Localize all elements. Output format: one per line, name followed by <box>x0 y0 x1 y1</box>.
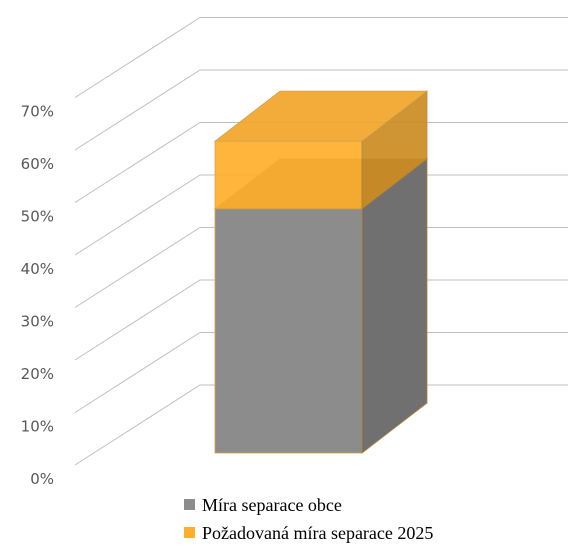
bar-segment <box>213 90 429 210</box>
bar-front <box>214 208 363 454</box>
bar-front <box>214 140 363 210</box>
grid-line <box>74 279 568 361</box>
legend-label: Požadovaná míra separace 2025 <box>202 523 433 543</box>
y-tick-label: 0% <box>30 470 54 488</box>
legend-swatch <box>184 499 195 510</box>
y-tick-label: 30% <box>21 313 54 331</box>
grid-line <box>74 69 568 151</box>
legend-label: Míra separace obce <box>202 495 342 515</box>
grid-line <box>74 384 568 466</box>
y-tick-label: 70% <box>21 103 54 121</box>
y-tick-label: 60% <box>21 155 54 173</box>
y-tick-label: 10% <box>21 418 54 436</box>
grid-line <box>74 122 568 203</box>
y-tick-label: 40% <box>21 260 54 278</box>
grid-line <box>74 174 568 256</box>
grid-line <box>74 332 568 413</box>
bar-top <box>213 90 429 142</box>
bar-side <box>361 157 428 454</box>
grid-line <box>74 227 568 308</box>
legend-swatch <box>184 527 195 538</box>
grid-line <box>74 17 568 98</box>
y-tick-label: 50% <box>21 208 54 226</box>
y-tick-label: 20% <box>21 365 54 383</box>
